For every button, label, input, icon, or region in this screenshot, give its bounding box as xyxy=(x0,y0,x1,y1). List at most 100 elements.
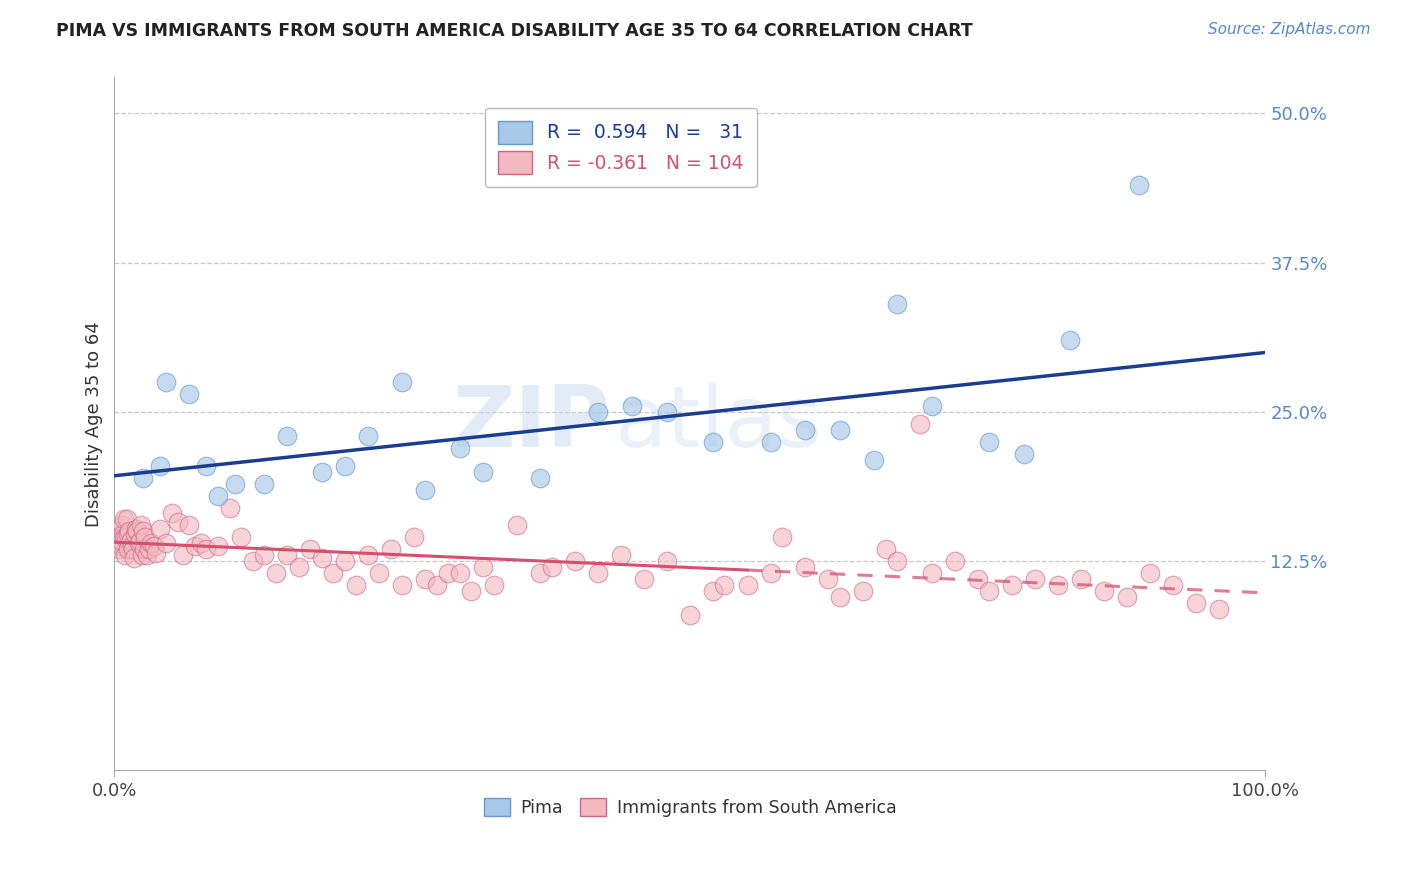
Point xyxy=(134,542,156,557)
Point xyxy=(817,572,839,586)
Point xyxy=(655,405,678,419)
Point xyxy=(322,566,344,581)
Point xyxy=(333,554,356,568)
Point xyxy=(506,518,529,533)
Point xyxy=(276,549,298,563)
Point xyxy=(112,526,135,541)
Point xyxy=(111,518,134,533)
Point xyxy=(356,549,378,563)
Point xyxy=(125,522,148,536)
Point xyxy=(1059,333,1081,347)
Text: PIMA VS IMMIGRANTS FROM SOUTH AMERICA DISABILITY AGE 35 TO 64 CORRELATION CHART: PIMA VS IMMIGRANTS FROM SOUTH AMERICA DI… xyxy=(56,22,973,40)
Text: Source: ZipAtlas.com: Source: ZipAtlas.com xyxy=(1208,22,1371,37)
Point xyxy=(1116,590,1139,604)
Point xyxy=(127,524,149,539)
Point xyxy=(128,533,150,548)
Legend: Pima, Immigrants from South America: Pima, Immigrants from South America xyxy=(477,791,903,824)
Point xyxy=(380,542,402,557)
Point xyxy=(121,542,143,557)
Point xyxy=(218,500,240,515)
Point xyxy=(413,483,436,497)
Point xyxy=(179,518,201,533)
Point xyxy=(110,539,132,553)
Point xyxy=(610,549,633,563)
Point xyxy=(299,542,322,557)
Point xyxy=(115,530,138,544)
Text: ZIP: ZIP xyxy=(451,383,609,466)
Text: atlas: atlas xyxy=(616,383,823,466)
Point xyxy=(1139,566,1161,581)
Point xyxy=(391,578,413,592)
Point xyxy=(759,434,782,449)
Point xyxy=(828,590,851,604)
Point xyxy=(149,458,172,473)
Point xyxy=(107,524,129,539)
Point xyxy=(979,434,1001,449)
Point xyxy=(529,470,551,484)
Point xyxy=(264,566,287,581)
Point xyxy=(966,572,988,586)
Point xyxy=(356,429,378,443)
Point xyxy=(333,458,356,473)
Point xyxy=(437,566,460,581)
Point xyxy=(770,530,793,544)
Point xyxy=(713,578,735,592)
Point xyxy=(863,452,886,467)
Point xyxy=(287,560,309,574)
Point xyxy=(179,387,201,401)
Point xyxy=(195,458,218,473)
Point xyxy=(426,578,449,592)
Point xyxy=(142,539,165,553)
Point xyxy=(449,566,471,581)
Point xyxy=(115,512,138,526)
Point xyxy=(149,522,172,536)
Point xyxy=(207,489,229,503)
Point xyxy=(128,536,150,550)
Point xyxy=(471,465,494,479)
Point xyxy=(1185,596,1208,610)
Point xyxy=(124,526,146,541)
Point xyxy=(121,539,143,553)
Point xyxy=(702,434,724,449)
Point xyxy=(172,549,194,563)
Point xyxy=(449,441,471,455)
Point xyxy=(1092,584,1115,599)
Point xyxy=(129,518,152,533)
Point xyxy=(1024,572,1046,586)
Point xyxy=(195,542,218,557)
Point xyxy=(132,470,155,484)
Point xyxy=(242,554,264,568)
Point xyxy=(229,530,252,544)
Point xyxy=(586,405,609,419)
Point xyxy=(166,515,188,529)
Point xyxy=(402,530,425,544)
Point xyxy=(1070,572,1092,586)
Point xyxy=(1163,578,1185,592)
Point xyxy=(794,423,817,437)
Point xyxy=(120,533,142,547)
Point xyxy=(655,554,678,568)
Point xyxy=(155,536,177,550)
Point xyxy=(391,375,413,389)
Point xyxy=(114,549,136,563)
Point xyxy=(253,476,276,491)
Point xyxy=(105,530,128,544)
Point xyxy=(134,530,156,544)
Point xyxy=(921,566,943,581)
Point xyxy=(132,524,155,539)
Point xyxy=(190,536,212,550)
Point xyxy=(828,423,851,437)
Point xyxy=(368,566,391,581)
Point xyxy=(344,578,367,592)
Point xyxy=(108,536,131,550)
Point xyxy=(112,530,135,544)
Point xyxy=(413,572,436,586)
Point xyxy=(484,578,506,592)
Point xyxy=(155,375,177,389)
Point xyxy=(875,542,897,557)
Point xyxy=(540,560,562,574)
Point xyxy=(1047,578,1070,592)
Point xyxy=(1001,578,1024,592)
Point xyxy=(702,584,724,599)
Point xyxy=(1208,602,1230,616)
